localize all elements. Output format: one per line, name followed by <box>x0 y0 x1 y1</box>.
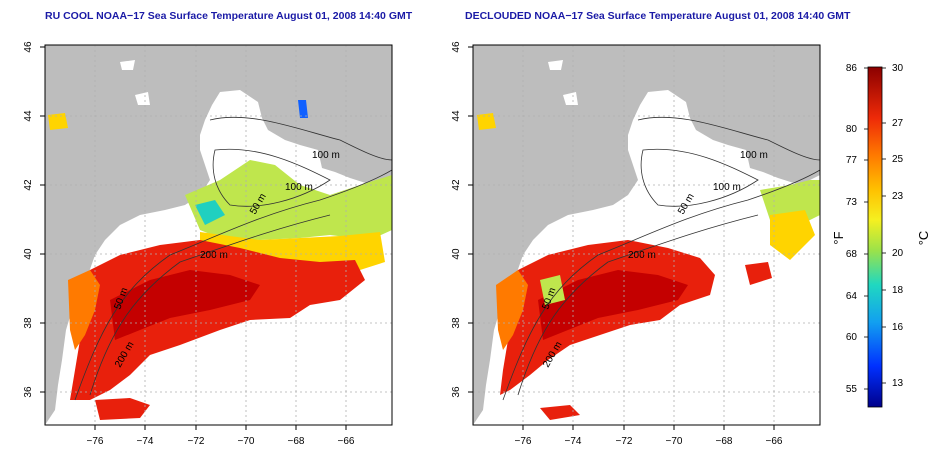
colorbar-gradient <box>867 66 883 408</box>
y-tick-label: 42 <box>451 179 462 191</box>
x-tick-label: −76 <box>87 436 104 447</box>
x-tick-label: −68 <box>716 436 733 447</box>
celsius-tick: 30 <box>892 63 904 74</box>
contour-label: 100 m <box>713 182 741 193</box>
y-tick-label: 42 <box>23 179 34 191</box>
y-tick-label: 44 <box>23 110 34 122</box>
y-tick-label: 36 <box>23 386 34 398</box>
fahrenheit-tick: 77 <box>846 155 858 166</box>
contour-label: 100 m <box>285 182 313 193</box>
left-map: 100 m 100 m 50 m 200 m 50 m 200 m <box>44 44 393 426</box>
celsius-tick: 23 <box>892 191 904 202</box>
y-tick-label: 38 <box>23 317 34 329</box>
fahrenheit-unit-label: °F <box>831 231 846 244</box>
right-y-axis: 36 38 40 42 44 46 <box>451 41 473 398</box>
left-map-title: RU COOL NOAA−17 Sea Surface Temperature … <box>45 10 413 22</box>
contour-label: 200 m <box>628 250 656 261</box>
x-tick-label: −74 <box>137 436 154 447</box>
x-tick-label: −76 <box>515 436 532 447</box>
contour-label: 200 m <box>200 250 228 261</box>
celsius-unit-label: °C <box>916 231 931 246</box>
right-x-axis: −76 −74 −72 −70 −68 −66 <box>515 425 783 447</box>
fahrenheit-tick: 64 <box>846 291 858 302</box>
y-tick-label: 46 <box>23 41 34 53</box>
celsius-tick: 27 <box>892 118 904 129</box>
y-tick-label: 36 <box>451 386 462 398</box>
contour-label: 100 m <box>312 150 340 161</box>
x-tick-label: −72 <box>616 436 633 447</box>
sst-warm-field <box>70 240 365 400</box>
celsius-tick: 18 <box>892 285 904 296</box>
y-tick-label: 40 <box>23 248 34 260</box>
fahrenheit-tick: 55 <box>846 384 858 395</box>
x-tick-label: −68 <box>288 436 305 447</box>
contour-label: 100 m <box>740 150 768 161</box>
land-mass <box>45 45 392 425</box>
right-map-title: DECLOUDED NOAA−17 Sea Surface Temperatur… <box>465 10 851 22</box>
left-y-axis: 36 38 40 42 44 46 <box>23 41 45 398</box>
x-tick-label: −66 <box>338 436 355 447</box>
y-tick-label: 40 <box>451 248 462 260</box>
colorbar: 86 80 77 73 68 64 60 55 30 27 25 23 20 1… <box>831 63 931 408</box>
fahrenheit-tick: 60 <box>846 332 858 343</box>
y-tick-label: 46 <box>451 41 462 53</box>
left-x-axis: −76 −74 −72 −70 −68 −66 <box>87 425 355 447</box>
fahrenheit-tick: 86 <box>846 63 858 74</box>
right-map: 100 m 100 m 50 m 200 m 50 m 200 m <box>472 44 821 426</box>
celsius-tick: 16 <box>892 322 904 333</box>
fahrenheit-tick: 80 <box>846 124 858 135</box>
celsius-tick: 20 <box>892 248 904 259</box>
y-tick-label: 38 <box>451 317 462 329</box>
x-tick-label: −74 <box>565 436 582 447</box>
fahrenheit-tick: 68 <box>846 249 858 260</box>
x-tick-label: −72 <box>188 436 205 447</box>
sst-cold-band <box>185 160 392 240</box>
celsius-tick: 13 <box>892 378 904 389</box>
x-tick-label: −70 <box>666 436 683 447</box>
y-tick-label: 44 <box>451 110 462 122</box>
celsius-tick: 25 <box>892 154 904 165</box>
fahrenheit-tick: 73 <box>846 197 858 208</box>
x-tick-label: −70 <box>238 436 255 447</box>
x-tick-label: −66 <box>766 436 783 447</box>
